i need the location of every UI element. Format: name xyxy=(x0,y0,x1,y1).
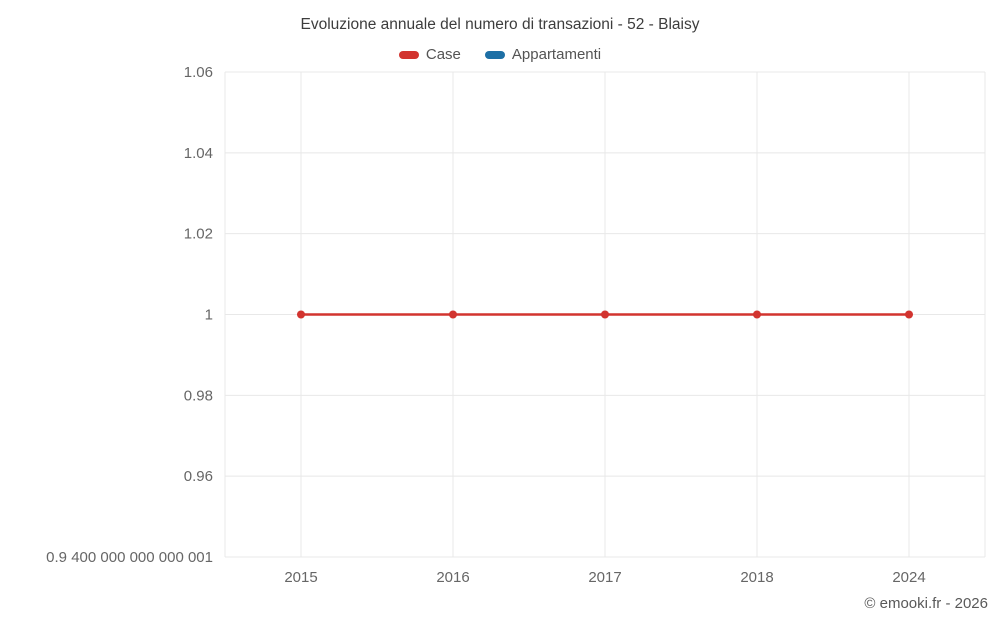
y-tick-label: 0.98 xyxy=(184,387,213,404)
x-tick-label: 2015 xyxy=(284,569,317,586)
x-tick-label: 2024 xyxy=(892,569,925,586)
chart-title: Evoluzione annuale del numero di transaz… xyxy=(300,16,700,33)
y-tick-label: 1.04 xyxy=(184,145,213,162)
x-tick-label: 2017 xyxy=(588,569,621,586)
legend-swatch-appartamenti-icon xyxy=(484,50,505,59)
data-point-case[interactable] xyxy=(753,310,761,319)
data-point-case[interactable] xyxy=(449,310,457,319)
legend-swatch-case-icon xyxy=(398,50,419,59)
legend-item-appartamenti[interactable]: Appartamenti xyxy=(484,46,602,63)
chart-legend: Case Appartamenti xyxy=(0,46,1000,63)
x-tick-label: 2016 xyxy=(436,569,469,586)
y-tick-label: 1.02 xyxy=(184,226,213,243)
y-tick-label: 0.96 xyxy=(184,468,213,485)
legend-label-case: Case xyxy=(425,46,461,63)
y-tick-label: 0.9 400 000 000 000 001 xyxy=(46,549,213,566)
x-tick-label: 2018 xyxy=(740,569,773,586)
copyright-credit: © emooki.fr - 2026 xyxy=(864,595,988,612)
data-point-case[interactable] xyxy=(601,310,609,319)
y-tick-label: 1.06 xyxy=(184,64,213,81)
legend-label-appartamenti: Appartamenti xyxy=(511,46,602,63)
data-point-case[interactable] xyxy=(297,310,305,319)
legend-item-case[interactable]: Case xyxy=(398,46,461,63)
y-tick-label: 1 xyxy=(205,307,213,324)
data-point-case[interactable] xyxy=(905,310,913,319)
